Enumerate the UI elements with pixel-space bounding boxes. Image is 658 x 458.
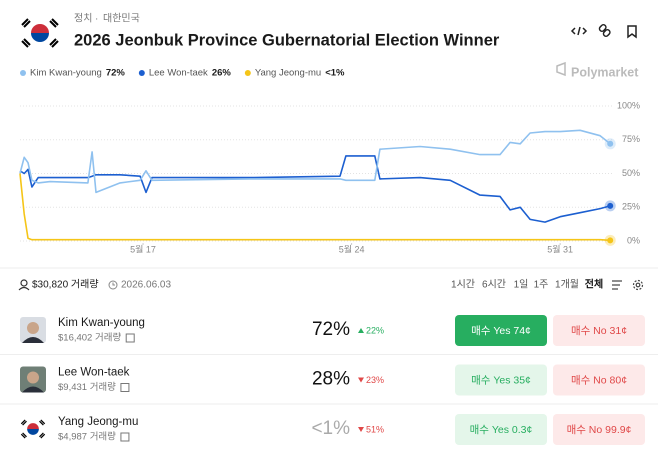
gift-icon xyxy=(120,383,130,392)
buy-yes-label[interactable]: 매수 Yes 35¢ xyxy=(471,374,531,386)
buy-no-button[interactable] xyxy=(553,315,645,346)
candidate-volume: $9,431 거래량 xyxy=(58,381,116,393)
candidate-name[interactable]: Yang Jeong-mu xyxy=(58,416,138,428)
candidate-name[interactable]: Kim Kwan-young xyxy=(58,317,145,329)
gift-icon xyxy=(120,432,130,442)
change-arrow xyxy=(358,427,364,432)
breadcrumb[interactable]: 정치 xyxy=(74,13,92,25)
chance: 28% xyxy=(312,369,350,390)
brand-logo: Polymarket xyxy=(556,61,639,79)
link-icon[interactable] xyxy=(598,24,611,37)
chance: 72% xyxy=(312,319,350,340)
filter-icon[interactable] xyxy=(612,280,622,290)
breadcrumb[interactable]: 대한민국 xyxy=(103,13,140,25)
candidate-volume: $16,402 거래량 xyxy=(58,332,121,344)
y-tick-label: 25% xyxy=(622,202,640,212)
gift-icon xyxy=(125,333,135,343)
y-tick-label: 50% xyxy=(622,168,640,178)
series-line xyxy=(19,173,611,242)
x-tick-label: 5월 24 xyxy=(339,243,365,254)
outcome-list: Kim Kwan-young $16,402 거래량 72% 22% 매수 Yes 74… xyxy=(0,315,658,445)
range-option[interactable]: 6시간 xyxy=(482,279,506,291)
legend-dot xyxy=(138,70,145,76)
x-tick-label: 5월 17 xyxy=(130,243,156,254)
buy-no-label[interactable]: 매수 No 80¢ xyxy=(571,374,627,386)
buy-yes-button[interactable] xyxy=(455,414,547,445)
change: 23% xyxy=(366,375,384,385)
bookmark-icon[interactable] xyxy=(627,25,637,39)
series-line xyxy=(19,129,611,194)
avatar-body xyxy=(22,337,44,343)
buy-yes-button[interactable] xyxy=(455,315,547,346)
avatar-body xyxy=(22,386,44,393)
buy-no-label[interactable]: 매수 No 99.9¢ xyxy=(567,424,632,436)
legend-value: 72% xyxy=(106,68,126,79)
avatar-flag xyxy=(19,417,47,441)
buy-yes-label[interactable]: 매수 Yes 0.3¢ xyxy=(470,424,533,436)
change: 51% xyxy=(366,424,384,434)
legend-value: 26% xyxy=(212,68,232,79)
range-option[interactable]: 1시간 xyxy=(451,279,475,291)
end-point xyxy=(607,237,614,244)
plot: 0% 25% 50% 75% 100% 5월 17 5월 24 5월 31 xyxy=(19,100,640,254)
range-option[interactable]: 1개월 xyxy=(555,279,579,291)
change-arrow xyxy=(358,328,364,333)
y-tick-label: 0% xyxy=(627,235,640,245)
buy-yes-label[interactable]: 매수 Yes 74¢ xyxy=(471,325,531,337)
legend-name: Lee Won-taek xyxy=(149,68,208,79)
series-line xyxy=(19,155,611,223)
embed-icon[interactable] xyxy=(570,26,588,36)
x-tick-label: 5월 31 xyxy=(547,243,573,254)
end-date: 2026.06.03 xyxy=(121,280,171,291)
title: 2026 Jeonbuk Province Gubernatorial Elec… xyxy=(74,31,500,49)
legend-dot xyxy=(20,70,26,76)
avatar-face xyxy=(27,322,39,334)
flag-icon xyxy=(19,16,61,50)
end-point xyxy=(607,202,614,209)
legend-value: <1% xyxy=(325,68,345,79)
buy-no-button[interactable] xyxy=(553,364,645,396)
buy-no-button[interactable] xyxy=(553,414,645,445)
avatar-face xyxy=(27,371,39,384)
settings-icon[interactable] xyxy=(632,279,644,291)
range-option[interactable]: 1일 xyxy=(514,279,529,291)
range-option[interactable]: 전체 xyxy=(585,278,603,291)
total-volume: $30,820 거래량 xyxy=(32,279,99,291)
legend-dot xyxy=(244,70,251,76)
legend: Kim Kwan-young 72% Lee Won-taek 26% Yang Jeo… xyxy=(20,68,345,79)
y-tick-label: 100% xyxy=(617,100,640,110)
separator: · xyxy=(95,14,98,25)
clock-icon xyxy=(108,280,118,290)
candidate-name[interactable]: Lee Won-taek xyxy=(58,367,130,379)
change: 22% xyxy=(366,325,384,335)
buy-yes-button[interactable] xyxy=(455,364,547,396)
brand-name: Polymarket xyxy=(571,65,639,79)
legend-name: Kim Kwan-young xyxy=(30,68,102,79)
y-tick-label: 75% xyxy=(622,134,640,144)
chance: <1% xyxy=(311,418,350,439)
end-point xyxy=(607,140,614,147)
buy-no-label[interactable]: 매수 No 31¢ xyxy=(571,325,627,337)
volume-icon xyxy=(18,279,30,291)
range-option[interactable]: 1주 xyxy=(534,280,549,291)
candidate-volume: $4,987 거래량 xyxy=(58,431,116,443)
legend-name: Yang Jeong-mu xyxy=(255,68,321,79)
range-selector: 1시간 6시간 1일 1주 1개월 전체 xyxy=(451,278,603,291)
change-arrow xyxy=(358,377,364,383)
